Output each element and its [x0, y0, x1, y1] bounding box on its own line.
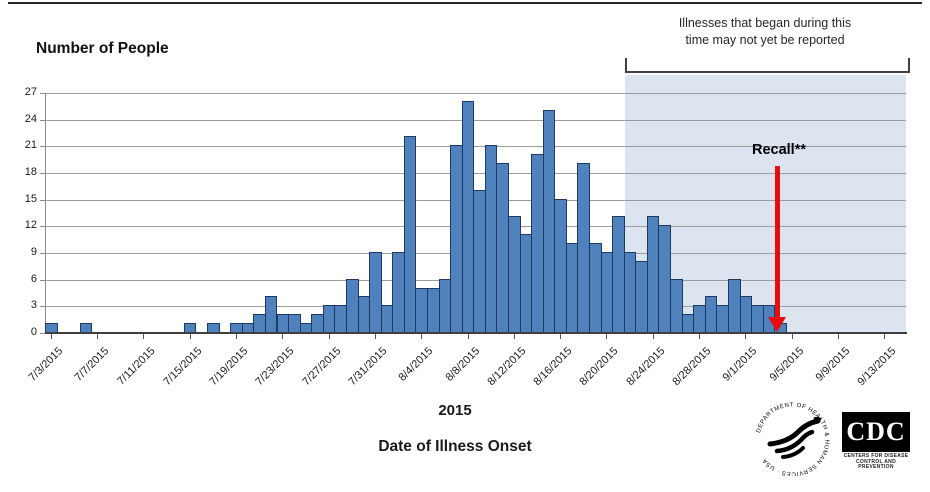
- x-axis-tick-label: 8/16/2015: [531, 345, 575, 389]
- x-axis-tick: [189, 334, 191, 339]
- x-axis-tick: [699, 334, 700, 339]
- top-border-rule: [8, 2, 922, 4]
- x-axis-tick-label: 8/24/2015: [624, 345, 668, 389]
- gridline: [45, 146, 906, 148]
- x-axis-year-label: 2015: [438, 402, 472, 419]
- x-axis-tick: [791, 334, 793, 339]
- x-axis-tick-label: 7/15/2015: [161, 345, 205, 389]
- x-axis-tick: [745, 334, 747, 339]
- recall-arrowhead-icon: [768, 317, 786, 332]
- x-axis-tick: [50, 334, 52, 339]
- hhs-eagle-icon: [767, 416, 822, 459]
- y-axis-tick-label: 21: [24, 139, 37, 152]
- y-axis-tick-label: 6: [30, 272, 37, 285]
- x-axis-tick: [884, 334, 886, 339]
- y-axis-tick: [40, 226, 45, 228]
- x-axis-tick: [235, 334, 237, 339]
- x-axis-tick-label: 8/12/2015: [485, 345, 529, 389]
- x-axis-tick: [837, 334, 839, 339]
- y-axis-tick: [40, 146, 45, 148]
- hhs-seal-logo-icon: DEPARTMENT OF HEALTH & HUMAN SERVICES · …: [750, 390, 836, 476]
- cdc-logo-caption: CENTERS FOR DISEASE CONTROL AND PREVENTI…: [843, 453, 909, 470]
- y-axis-tick-label: 18: [24, 166, 37, 178]
- reporting-lag-annotation-line1: Illnesses that began during this: [678, 16, 852, 30]
- cdc-logo: CDC CENTERS FOR DISEASE CONTROL AND PREV…: [842, 412, 910, 471]
- x-axis-tick: [421, 334, 423, 339]
- x-axis-tick-label: 9/9/2015: [813, 345, 853, 384]
- reporting-lag-annotation: Illnesses that began during this time ma…: [600, 15, 930, 49]
- y-axis-tick-label: 12: [24, 219, 37, 232]
- y-axis-tick-label: 3: [30, 299, 37, 312]
- gridline: [45, 173, 906, 174]
- x-axis-tick-label: 7/7/2015: [72, 345, 112, 384]
- x-axis-title: Date of Illness Onset: [378, 438, 532, 455]
- x-axis-tick: [143, 334, 145, 339]
- y-axis-tick-label: 15: [24, 192, 37, 205]
- x-axis-tick: [328, 334, 330, 339]
- recall-label: Recall**: [751, 142, 806, 158]
- y-axis-line: [45, 93, 46, 333]
- y-axis-tick: [40, 173, 45, 174]
- x-axis-tick: [97, 334, 99, 339]
- x-axis-tick-label: 7/19/2015: [207, 345, 251, 389]
- y-axis-tick-label: 9: [30, 246, 37, 258]
- recall-arrow: [775, 166, 780, 318]
- y-axis-tick: [40, 306, 45, 308]
- x-axis-tick-label: 8/28/2015: [670, 345, 714, 389]
- x-axis-tick-label: 8/20/2015: [577, 345, 621, 389]
- x-axis-tick-label: 9/1/2015: [721, 345, 760, 384]
- cdc-logo-text: CDC: [842, 412, 910, 452]
- x-axis-tick-label: 9/5/2015: [767, 345, 807, 384]
- x-axis-tick-label: 7/11/2015: [115, 345, 158, 388]
- x-axis-tick: [374, 334, 376, 339]
- reporting-lag-annotation-line2: time may not yet be reported: [685, 33, 845, 47]
- reporting-lag-bracket: [625, 58, 910, 73]
- x-axis-tick-label: 8/4/2015: [396, 345, 436, 384]
- y-axis-title: Number of People: [36, 40, 169, 57]
- y-axis-tick: [40, 279, 45, 281]
- y-axis-tick: [40, 333, 45, 334]
- gridline: [45, 93, 906, 94]
- x-axis-tick: [652, 334, 654, 339]
- x-axis-tick-label: 8/8/2015: [443, 345, 482, 384]
- x-axis-tick-label: 9/13/2015: [855, 345, 899, 389]
- x-axis-line: [45, 332, 907, 334]
- y-axis-tick: [40, 119, 45, 121]
- y-axis-tick: [40, 199, 45, 201]
- gridline: [45, 119, 906, 121]
- x-axis-tick-label: 7/3/2015: [26, 345, 66, 384]
- x-axis-tick: [513, 334, 515, 339]
- y-axis-tick: [40, 93, 45, 94]
- x-axis-tick-label: 7/31/2015: [346, 345, 390, 389]
- y-axis-tick-label: 24: [24, 112, 37, 125]
- x-axis-tick: [467, 334, 469, 339]
- x-axis-tick-label: 7/27/2015: [300, 345, 344, 389]
- x-axis-tick: [560, 334, 562, 339]
- y-axis-tick-label: 0: [30, 326, 37, 338]
- x-axis-tick: [282, 334, 284, 339]
- y-axis-tick: [40, 253, 45, 254]
- x-axis-tick: [606, 334, 608, 339]
- y-axis-tick-label: 27: [24, 86, 37, 98]
- x-axis-tick-label: 7/23/2015: [253, 345, 297, 389]
